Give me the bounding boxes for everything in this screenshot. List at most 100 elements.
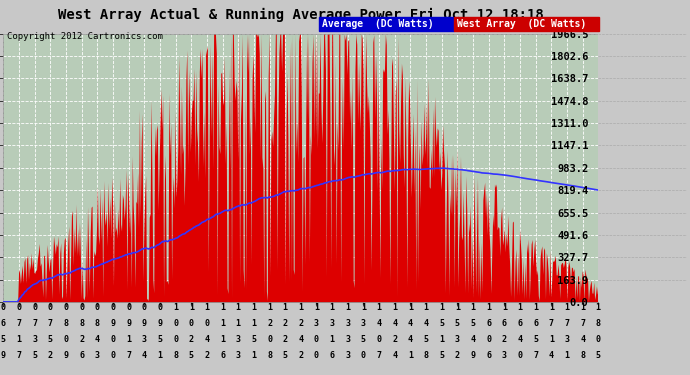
Text: 3: 3 xyxy=(455,335,460,344)
Text: 3: 3 xyxy=(236,351,241,360)
Text: 1: 1 xyxy=(440,303,444,312)
Text: 0: 0 xyxy=(377,335,382,344)
Text: 5: 5 xyxy=(361,335,366,344)
Text: 7: 7 xyxy=(377,351,382,360)
Text: 7: 7 xyxy=(48,319,53,328)
Text: 5: 5 xyxy=(595,351,601,360)
Text: 3: 3 xyxy=(564,335,569,344)
Text: 2: 2 xyxy=(502,335,507,344)
Text: 0: 0 xyxy=(314,335,319,344)
Text: 1: 1 xyxy=(486,303,491,312)
Text: 4: 4 xyxy=(518,335,522,344)
Text: 1: 1 xyxy=(220,303,225,312)
Text: 9: 9 xyxy=(110,319,115,328)
Text: 3: 3 xyxy=(330,319,335,328)
Text: 9: 9 xyxy=(471,351,475,360)
Text: 3: 3 xyxy=(236,335,241,344)
Text: 8: 8 xyxy=(79,319,84,328)
Text: 2: 2 xyxy=(455,351,460,360)
Text: 4: 4 xyxy=(424,319,428,328)
Text: 7: 7 xyxy=(533,351,538,360)
Text: 4: 4 xyxy=(392,351,397,360)
Text: 5: 5 xyxy=(189,351,194,360)
Text: 1: 1 xyxy=(455,303,460,312)
Text: 0: 0 xyxy=(79,303,84,312)
Text: 6: 6 xyxy=(533,319,538,328)
Text: 1: 1 xyxy=(251,303,257,312)
Text: 1: 1 xyxy=(204,303,210,312)
Text: 4: 4 xyxy=(408,335,413,344)
Text: 6: 6 xyxy=(330,351,335,360)
Text: 5: 5 xyxy=(157,335,162,344)
Text: 0: 0 xyxy=(595,335,601,344)
Text: 4: 4 xyxy=(471,335,475,344)
Text: 9: 9 xyxy=(157,319,162,328)
Text: 5: 5 xyxy=(283,351,288,360)
Text: 1: 1 xyxy=(220,319,225,328)
Text: 1: 1 xyxy=(564,303,569,312)
Text: 1: 1 xyxy=(17,335,21,344)
Text: 1: 1 xyxy=(392,303,397,312)
Text: 0: 0 xyxy=(126,303,131,312)
Text: 0: 0 xyxy=(63,335,68,344)
Text: 8: 8 xyxy=(580,351,585,360)
Text: 1: 1 xyxy=(314,303,319,312)
Text: Copyright 2012 Cartronics.com: Copyright 2012 Cartronics.com xyxy=(7,32,163,41)
Text: 0: 0 xyxy=(518,351,522,360)
Text: 4: 4 xyxy=(95,335,100,344)
Text: 0: 0 xyxy=(361,351,366,360)
Text: 0: 0 xyxy=(189,319,194,328)
Text: 3: 3 xyxy=(345,335,351,344)
Text: 1: 1 xyxy=(408,303,413,312)
Text: 2: 2 xyxy=(298,351,304,360)
Text: 1: 1 xyxy=(533,303,538,312)
Text: 0: 0 xyxy=(267,335,272,344)
Text: 1: 1 xyxy=(267,303,272,312)
Text: 9: 9 xyxy=(126,319,131,328)
Text: 1: 1 xyxy=(157,351,162,360)
Text: 2: 2 xyxy=(283,319,288,328)
Text: 3: 3 xyxy=(345,351,351,360)
Text: 1: 1 xyxy=(502,303,507,312)
Text: 0: 0 xyxy=(95,303,100,312)
Text: 6: 6 xyxy=(220,351,225,360)
Text: 1: 1 xyxy=(345,303,351,312)
Text: 7: 7 xyxy=(126,351,131,360)
Text: 1: 1 xyxy=(518,303,522,312)
Text: 1: 1 xyxy=(283,303,288,312)
Text: 2: 2 xyxy=(189,335,194,344)
Text: 1: 1 xyxy=(549,303,554,312)
Text: 1: 1 xyxy=(424,303,428,312)
Text: 0: 0 xyxy=(17,303,21,312)
Text: 0: 0 xyxy=(110,351,115,360)
Text: 4: 4 xyxy=(142,351,147,360)
Text: 0: 0 xyxy=(110,335,115,344)
Text: 2: 2 xyxy=(392,335,397,344)
Text: 7: 7 xyxy=(17,319,21,328)
Text: 3: 3 xyxy=(345,319,351,328)
Text: 5: 5 xyxy=(455,319,460,328)
Text: 1: 1 xyxy=(173,303,178,312)
Text: 8: 8 xyxy=(267,351,272,360)
Text: 6: 6 xyxy=(486,319,491,328)
Text: 8: 8 xyxy=(424,351,428,360)
Text: 1: 1 xyxy=(580,303,585,312)
Text: 5: 5 xyxy=(1,335,6,344)
Text: 0: 0 xyxy=(48,303,53,312)
Text: 6: 6 xyxy=(79,351,84,360)
Text: West Array  (DC Watts): West Array (DC Watts) xyxy=(457,19,586,29)
Text: 2: 2 xyxy=(283,335,288,344)
Text: 6: 6 xyxy=(518,319,522,328)
Text: 0: 0 xyxy=(173,319,178,328)
Text: 0: 0 xyxy=(157,303,162,312)
Text: 4: 4 xyxy=(408,319,413,328)
Text: 1: 1 xyxy=(189,303,194,312)
Text: 3: 3 xyxy=(142,335,147,344)
Text: 0: 0 xyxy=(314,351,319,360)
Text: 7: 7 xyxy=(580,319,585,328)
Text: 1: 1 xyxy=(126,335,131,344)
Text: 1: 1 xyxy=(595,303,601,312)
Text: 8: 8 xyxy=(595,319,601,328)
Text: 1: 1 xyxy=(408,351,413,360)
Text: 0: 0 xyxy=(110,303,115,312)
